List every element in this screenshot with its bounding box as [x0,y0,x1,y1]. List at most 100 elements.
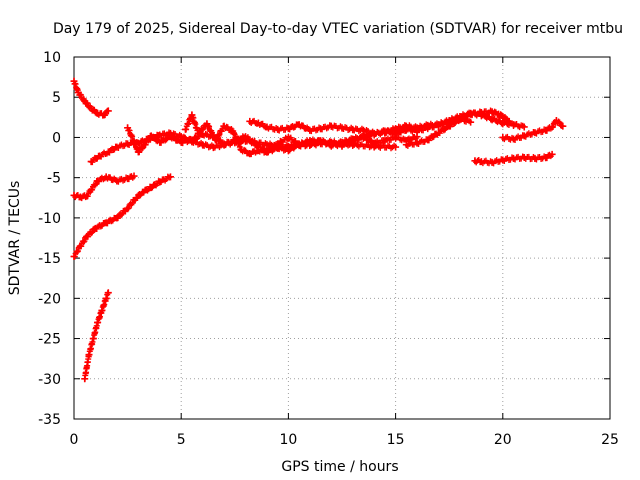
data-point [104,107,112,115]
data-point [542,154,550,162]
data-point [274,125,282,133]
data-point [246,150,254,158]
data-point [237,146,245,154]
data-point [370,139,378,147]
data-point [402,122,410,130]
data-point [87,104,95,112]
data-point [132,194,140,202]
series-track-3 [70,173,174,261]
y-axis-label: SDTVAR / TECUs [7,181,23,296]
data-point [370,129,378,137]
data-point [83,192,91,200]
x-axis-label: GPS time / hours [281,459,398,475]
series-track-9 [402,107,513,149]
chart-title: Day 179 of 2025, Sidereal Day-to-day VTE… [53,21,623,37]
data-point [510,121,518,129]
data-point [100,111,108,119]
data-point [349,135,357,143]
data-point [284,133,292,141]
data-point [467,110,475,118]
data-point [499,156,507,164]
data-point [212,136,220,144]
data-point [113,177,121,185]
data-point [70,253,78,261]
data-point [130,172,138,180]
data-point [413,139,421,147]
data-point [295,140,303,148]
data-point [156,131,164,139]
data-point [424,121,432,129]
data-point [488,158,496,166]
data-point [402,141,410,149]
series-track-1 [70,77,112,119]
data-point [284,146,292,154]
data-point [531,129,539,137]
data-point [531,154,539,162]
data-point [102,294,110,302]
y-tick-label: 5 [52,90,61,106]
data-point [306,141,314,149]
data-point [81,97,89,105]
data-point [242,133,250,141]
data-point [166,173,174,181]
data-point [499,133,507,141]
data-point [76,242,84,250]
series-track-11 [499,117,567,143]
data-point [477,109,485,117]
data-point [130,137,138,145]
data-point [381,129,389,137]
data-point [70,191,78,199]
y-tick-label: -20 [38,291,61,307]
data-point [359,126,367,134]
data-point [76,193,84,201]
data-point [156,178,164,186]
y-tick-label: -10 [38,211,61,227]
data-point [552,117,560,125]
data-point [74,88,82,96]
series-track-4 [70,172,138,202]
y-tick-label: -15 [38,251,61,267]
x-tick-label: 5 [177,432,186,448]
y-tick-label: -30 [38,372,61,388]
data-point [349,125,357,133]
data-point [499,119,507,127]
data-point [499,113,507,121]
data-point [124,140,132,148]
data-point [141,141,149,149]
data-point [181,125,189,133]
data-point [548,150,556,158]
data-point [188,136,196,144]
data-point [392,125,400,133]
data-point [445,122,453,130]
series-track-8 [246,109,528,138]
data-point [89,335,97,343]
data-point [471,157,479,165]
data-point [252,141,260,149]
y-tick-label: -35 [38,412,61,428]
data-point [434,121,442,129]
data-point [104,289,112,297]
data-point [559,122,567,130]
data-point [306,126,314,134]
data-point [188,111,196,119]
data-point [134,148,142,156]
data-point [495,110,503,118]
data-point [220,140,228,148]
data-point [254,146,262,154]
data-point [548,123,556,131]
data-point [477,158,485,166]
data-point [124,174,132,182]
data-point [166,133,174,141]
grid [74,57,610,419]
data-point [85,351,93,359]
data-point [83,232,91,240]
x-tick-label: 15 [387,432,405,448]
data-point [338,124,346,132]
data-point [392,143,400,151]
data-point [254,119,262,127]
x-tick-label: 25 [601,432,619,448]
data-point [124,124,132,132]
y-tick-label: -5 [47,171,61,187]
data-point [94,109,102,117]
data-point [113,143,121,151]
